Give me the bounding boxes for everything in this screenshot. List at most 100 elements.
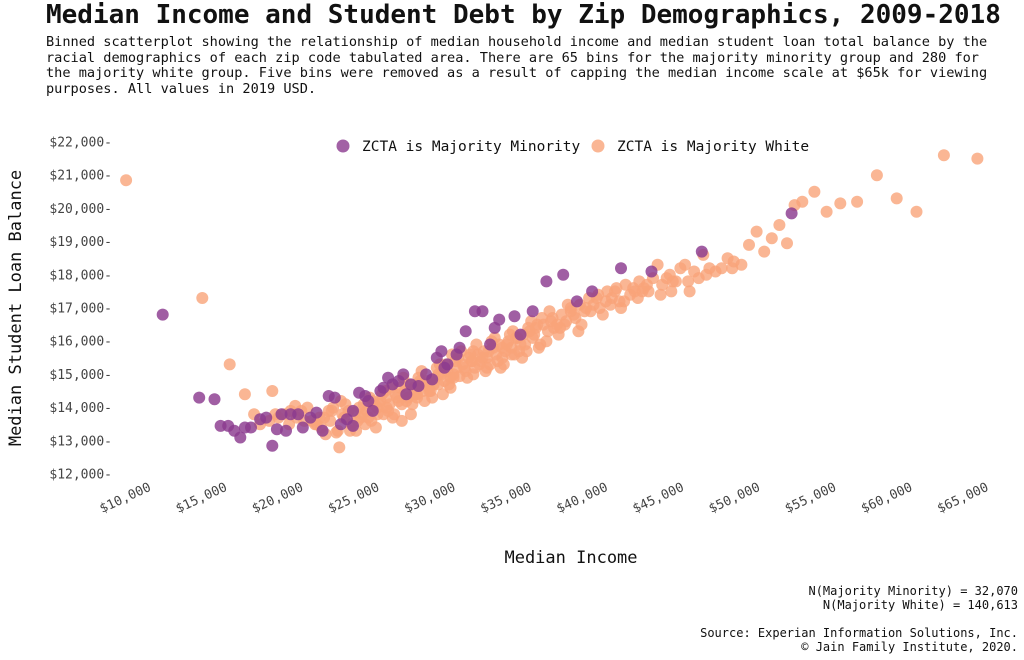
data-point-minority: [645, 265, 658, 278]
x-tick-label: $35,000: [478, 480, 534, 517]
copyright-line: © Jain Family Institute, 2020.: [801, 640, 1018, 654]
y-tick-label: $19,000-: [49, 235, 112, 250]
data-point-white: [758, 245, 771, 258]
y-tick-label: $13,000-: [49, 434, 112, 449]
data-point-white: [580, 302, 592, 314]
data-point-minority: [366, 404, 379, 417]
data-point-white: [476, 351, 489, 364]
y-tick-label: $17,000-: [49, 302, 112, 317]
data-point-white: [663, 268, 676, 281]
data-point-white: [937, 149, 950, 162]
data-point-white: [447, 371, 460, 384]
data-point-white: [679, 258, 691, 271]
legend: ZCTA is Majority Minority ZCTA is Majori…: [336, 139, 809, 155]
data-point-white: [404, 408, 417, 421]
data-point-white: [528, 328, 541, 341]
data-point-minority: [270, 423, 283, 436]
legend-marker-white: [591, 139, 605, 153]
data-point-minority: [484, 338, 497, 351]
x-tick-label: $20,000: [250, 480, 306, 517]
x-tick-label: $60,000: [859, 480, 915, 517]
data-point-white: [423, 385, 436, 397]
y-tick-label: $16,000-: [49, 335, 112, 350]
data-point-minority: [275, 408, 288, 421]
data-point-white: [496, 341, 509, 354]
data-point-minority: [234, 431, 247, 444]
chart-title: Median Income and Student Debt by Zip De…: [46, 0, 1001, 30]
data-point-white: [735, 258, 748, 271]
data-point-minority: [292, 408, 305, 421]
data-point-white: [715, 262, 728, 275]
data-point-minority: [347, 419, 359, 432]
data-point-white: [481, 361, 493, 374]
data-point-minority: [260, 411, 273, 424]
chart-subtitle: Binned scatterplot showing the relations…: [46, 34, 988, 97]
x-tick-label: $50,000: [707, 480, 763, 517]
data-point-white: [554, 321, 567, 334]
data-point-minority: [310, 406, 323, 419]
data-point-minority: [280, 424, 292, 437]
x-tick-label: $40,000: [554, 480, 610, 517]
data-point-white: [238, 388, 251, 401]
data-point-minority: [266, 439, 279, 452]
data-point-white: [640, 278, 653, 291]
x-tick-label: $55,000: [783, 480, 839, 517]
data-point-white: [700, 268, 713, 281]
x-tick-label: $30,000: [402, 480, 458, 517]
data-point-white: [380, 401, 393, 414]
data-point-white: [743, 238, 755, 251]
data-point-minority: [526, 305, 539, 318]
source-line: Source: Experian Information Solutions, …: [700, 626, 1018, 640]
data-point-white: [682, 275, 695, 288]
x-axis: $10,000 $15,000 $20,000 $25,000 $30,000 $35,0…: [98, 480, 992, 517]
data-point-minority: [540, 275, 553, 288]
y-tick-label: $18,000-: [49, 268, 112, 283]
data-point-white: [627, 282, 640, 295]
data-point-white: [491, 355, 504, 368]
data-point-white: [535, 312, 548, 324]
legend-label-white: ZCTA is Majority White: [617, 139, 809, 155]
data-point-minority: [316, 424, 329, 437]
data-point-white: [467, 368, 480, 381]
data-point-white: [395, 398, 408, 411]
data-point-minority: [508, 310, 521, 323]
sample-size-white: N(Majority White) = 140,613: [822, 598, 1018, 612]
data-point-minority: [377, 381, 390, 394]
data-point-white: [654, 288, 667, 301]
y-tick-label: $14,000-: [49, 401, 112, 416]
sample-size-minority: N(Majority Minority) = 32,070: [808, 584, 1018, 598]
data-point-minority: [438, 361, 451, 374]
series-majority-white: [120, 149, 984, 454]
data-point-white: [324, 414, 337, 427]
y-tick-label: $20,000-: [49, 202, 112, 217]
data-point-white: [834, 197, 847, 210]
x-axis-title: Median Income: [504, 548, 637, 568]
source-note: Source: Experian Information Solutions, …: [700, 626, 1018, 654]
data-point-white: [545, 315, 557, 328]
data-point-white: [444, 381, 457, 394]
data-point-white: [750, 225, 763, 238]
x-tick-label: $15,000: [174, 480, 230, 517]
data-point-white: [870, 169, 883, 182]
data-point-white: [564, 305, 577, 318]
data-point-minority: [453, 341, 466, 354]
data-point-white: [196, 292, 209, 304]
data-point-white: [519, 338, 532, 351]
data-point-minority: [476, 305, 489, 318]
data-point-white: [609, 285, 621, 298]
x-tick-label: $25,000: [326, 480, 382, 517]
y-tick-label: $12,000-: [49, 468, 112, 483]
data-point-white: [266, 385, 279, 397]
data-point-white: [465, 355, 478, 368]
data-point-white: [301, 401, 314, 414]
y-axis-title: Median Student Loan Balance: [6, 170, 26, 446]
data-point-minority: [156, 308, 169, 321]
y-axis: $12,000- $13,000- $14,000- $15,000- $16,000-…: [49, 136, 112, 483]
y-tick-label: $15,000-: [49, 368, 112, 383]
data-point-white: [971, 152, 984, 165]
data-point-minority: [362, 395, 375, 407]
data-point-white: [223, 358, 236, 371]
x-tick-label: $45,000: [631, 480, 687, 517]
legend-marker-minority: [336, 139, 350, 153]
